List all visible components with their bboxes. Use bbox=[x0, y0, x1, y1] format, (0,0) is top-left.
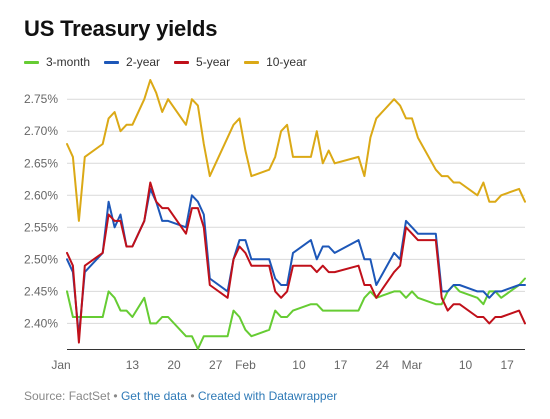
legend-swatch-3-month bbox=[24, 60, 39, 64]
x-tick-label: 10 bbox=[292, 358, 306, 372]
series-line-3-month bbox=[66, 277, 526, 350]
legend-label-3-month: 3-month bbox=[46, 55, 91, 69]
footer-separator-2: • bbox=[190, 389, 195, 403]
legend-label-2-year: 2-year bbox=[126, 55, 161, 69]
x-tick-label: Mar bbox=[402, 358, 423, 372]
source-text: Source: FactSet bbox=[24, 389, 111, 403]
x-tick-label: 24 bbox=[376, 358, 390, 372]
legend-swatch-5-year bbox=[174, 60, 190, 64]
x-tick-label: 27 bbox=[209, 358, 223, 372]
x-tick-label: Jan bbox=[51, 358, 70, 372]
x-tick-label: Feb bbox=[235, 358, 256, 372]
y-tick-label: 2.60% bbox=[24, 188, 58, 202]
y-tick-label: 2.75% bbox=[24, 92, 58, 106]
legend-item-5-year: 5-year bbox=[174, 55, 230, 69]
x-tick-label: 20 bbox=[167, 358, 181, 372]
x-tick-label: 17 bbox=[500, 358, 514, 372]
legend-item-10-year: 10-year bbox=[244, 55, 307, 69]
y-tick-label: 2.70% bbox=[24, 124, 58, 138]
legend-swatch-2-year bbox=[104, 60, 120, 64]
legend: 3-month 2-year 5-year 10-year bbox=[24, 55, 307, 69]
page-title: US Treasury yields bbox=[24, 16, 218, 41]
y-tick-label: 2.45% bbox=[24, 284, 58, 298]
footer: Source: FactSet • Get the data • Created… bbox=[24, 389, 337, 403]
x-tick-label: 17 bbox=[334, 358, 348, 372]
y-tick-label: 2.40% bbox=[24, 316, 58, 330]
legend-label-10-year: 10-year bbox=[266, 55, 307, 69]
legend-label-5-year: 5-year bbox=[196, 55, 231, 69]
x-tick-label: 10 bbox=[459, 358, 473, 372]
legend-swatch-10-year bbox=[244, 60, 260, 64]
y-tick-label: 2.50% bbox=[24, 252, 58, 266]
x-tick-label: 13 bbox=[126, 358, 140, 372]
series-line-5-year bbox=[66, 181, 526, 344]
y-tick-label: 2.55% bbox=[24, 220, 58, 234]
get-the-data-link[interactable]: Get the data bbox=[120, 389, 187, 403]
legend-item-3-month: 3-month bbox=[24, 55, 90, 69]
legend-item-2-year: 2-year bbox=[104, 55, 160, 69]
y-tick-label: 2.65% bbox=[24, 156, 58, 170]
created-with-datawrapper-link[interactable]: Created with Datawrapper bbox=[197, 389, 338, 403]
footer-separator-1: • bbox=[113, 389, 118, 403]
series-line-10-year bbox=[66, 79, 526, 222]
series-line-2-year bbox=[66, 187, 526, 338]
